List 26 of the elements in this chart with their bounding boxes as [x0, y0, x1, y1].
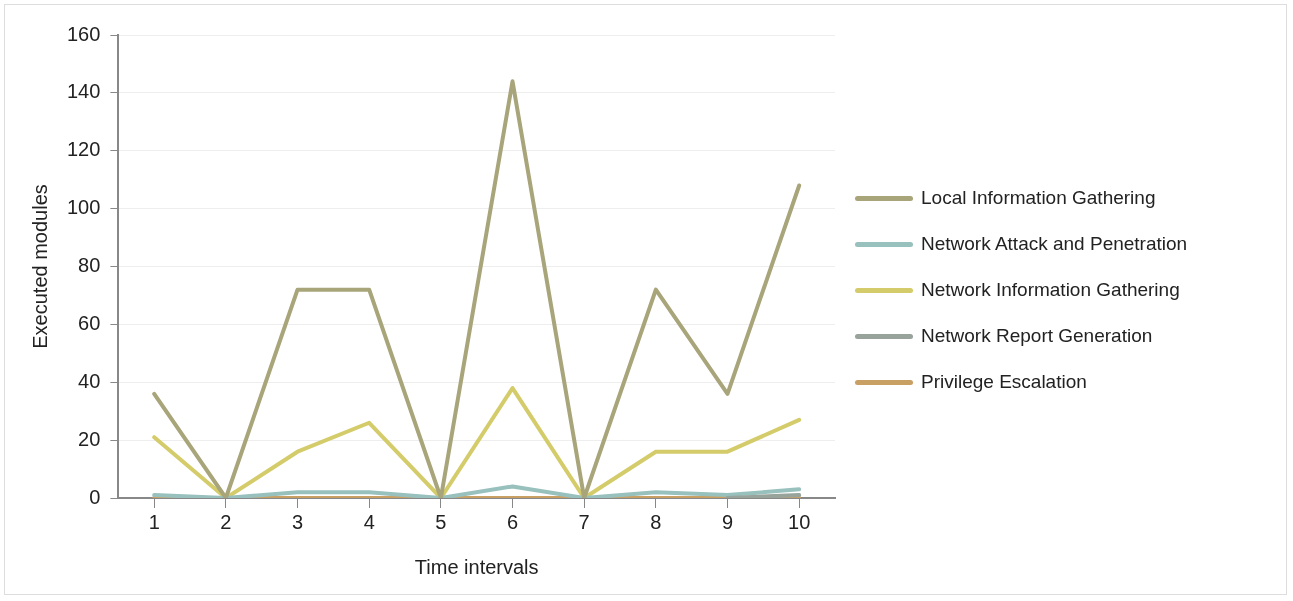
- x-tick-label: 10: [788, 510, 811, 533]
- y-tick-label: 20: [78, 427, 101, 450]
- legend-label: Network Report Generation: [921, 325, 1153, 347]
- x-tick-label: 2: [220, 510, 232, 533]
- legend-label: Privilege Escalation: [921, 371, 1087, 393]
- x-tick-label: 7: [578, 510, 590, 533]
- y-tick-label: 140: [66, 80, 101, 103]
- y-tick-label: 0: [89, 485, 101, 508]
- x-tick-label: 8: [650, 510, 662, 533]
- x-tick-label: 9: [721, 510, 734, 533]
- y-tick-label: 60: [78, 311, 101, 334]
- y-tick-label: 100: [66, 196, 101, 219]
- y-tick-label: 80: [78, 254, 101, 277]
- x-tick-label: 3: [291, 510, 304, 533]
- y-tick-label: 120: [66, 138, 101, 161]
- y-axis-title: Executed modules: [28, 184, 51, 349]
- x-tick-label: 4: [363, 510, 375, 533]
- y-tick-label: 40: [78, 369, 101, 392]
- legend-label: Network Attack and Penetration: [921, 233, 1188, 255]
- x-tick-label: 1: [148, 510, 160, 533]
- x-tick-label: 5: [435, 510, 447, 533]
- x-tick-label: 6: [506, 510, 519, 533]
- x-axis-title: Time intervals: [414, 555, 539, 578]
- y-tick-label: 160: [66, 22, 101, 45]
- legend-label: Local Information Gathering: [921, 187, 1156, 209]
- legend-label: Network Information Gathering: [921, 279, 1180, 301]
